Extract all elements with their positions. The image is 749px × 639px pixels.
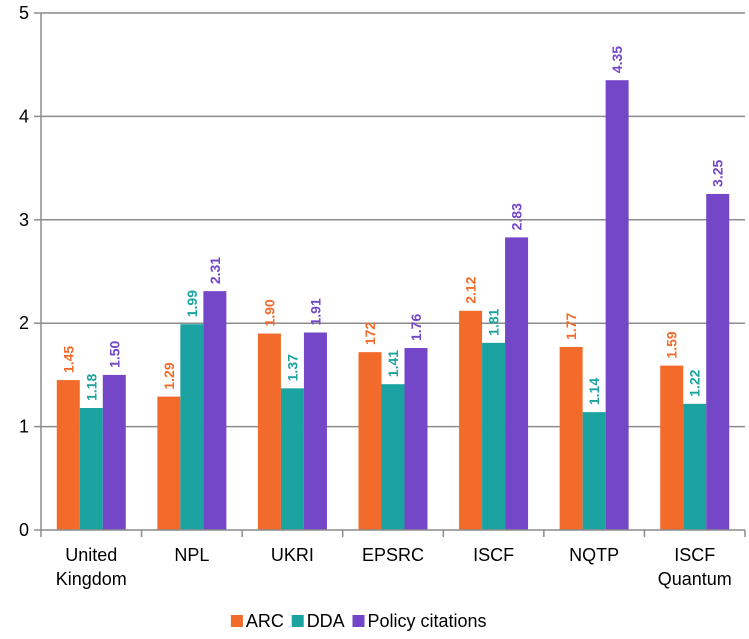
bar-dda <box>381 384 405 530</box>
bar-dda <box>582 412 606 530</box>
bar-policy-citations <box>102 374 126 530</box>
bar-dda <box>683 403 707 530</box>
data-label: 2.12 <box>463 276 479 303</box>
data-label: 2.31 <box>207 257 223 284</box>
y-tick-label: 0 <box>19 520 29 540</box>
x-tick-label: ISCF <box>473 545 514 565</box>
x-tick-label: ISCF <box>674 545 715 565</box>
axes <box>34 12 746 537</box>
y-tick-label: 5 <box>19 3 29 23</box>
y-tick-label: 3 <box>19 210 29 230</box>
data-label: 3.25 <box>710 159 726 186</box>
bar-policy-citations <box>505 237 529 531</box>
bar-arc <box>358 352 382 530</box>
y-tick-label: 2 <box>19 313 29 333</box>
data-label: 1.90 <box>261 299 277 326</box>
bar-arc <box>56 380 80 530</box>
x-tick-label: NPL <box>174 545 209 565</box>
y-tick-label: 1 <box>19 417 29 437</box>
data-label: 1.77 <box>563 313 579 340</box>
bar-arc <box>459 310 483 530</box>
legend-label: DDA <box>307 611 345 631</box>
data-label: 1.45 <box>60 346 76 373</box>
legend-swatch <box>352 615 365 627</box>
data-label: 1.50 <box>106 340 122 367</box>
legend-swatch <box>291 615 304 627</box>
data-label: 172 <box>362 322 378 346</box>
bar-arc <box>157 396 181 530</box>
data-label: 1.99 <box>184 290 200 317</box>
data-label: 1.37 <box>284 354 300 381</box>
data-label: 4.35 <box>609 46 625 73</box>
bar-arc <box>660 365 684 530</box>
data-label: 1.14 <box>586 378 602 405</box>
legend-label: ARC <box>246 611 284 631</box>
legend-label: Policy citations <box>368 611 487 631</box>
y-tick-labels: 0 1 2 3 4 5 <box>19 3 29 540</box>
bar-dda <box>180 324 204 530</box>
data-label: 1.18 <box>83 374 99 401</box>
x-tick-label: Quantum <box>658 569 732 589</box>
bar-policy-citations <box>303 332 327 530</box>
bars <box>56 80 730 531</box>
bar-policy-citations <box>706 193 730 530</box>
data-label: 1.29 <box>161 362 177 389</box>
bar-policy-citations <box>404 348 428 530</box>
bar-policy-citations <box>203 291 227 530</box>
legend-swatch <box>230 615 243 627</box>
bar-arc <box>257 333 281 530</box>
legend: ARC DDA Policy citations <box>230 611 487 631</box>
data-label: 1.22 <box>687 369 703 396</box>
x-tick-label: EPSRC <box>362 545 424 565</box>
data-label: 1.91 <box>307 298 323 325</box>
bar-dda <box>482 342 506 530</box>
data-label: 1.81 <box>486 308 502 335</box>
x-tick-label: Kingdom <box>56 569 127 589</box>
y-tick-label: 4 <box>19 106 29 126</box>
data-label: 1.76 <box>408 314 424 341</box>
bar-dda <box>79 407 103 530</box>
bar-dda <box>280 388 304 530</box>
data-labels: 1.45 1.18 1.50 1.29 1.99 2.31 1.90 1.37 1.91 172 1… <box>60 46 725 405</box>
data-label: 1.41 <box>385 350 401 377</box>
data-label: 2.83 <box>509 203 525 230</box>
x-tick-label: UKRI <box>271 545 314 565</box>
x-tick-label: NQTP <box>569 545 619 565</box>
x-tick-label: United <box>65 545 117 565</box>
data-label: 1.59 <box>664 331 680 358</box>
bar-arc <box>559 346 583 530</box>
x-tick-labels: United Kingdom NPL UKRI EPSRC ISCF NQTP ISCF Qua… <box>56 545 732 589</box>
bar-policy-citations <box>605 80 629 531</box>
